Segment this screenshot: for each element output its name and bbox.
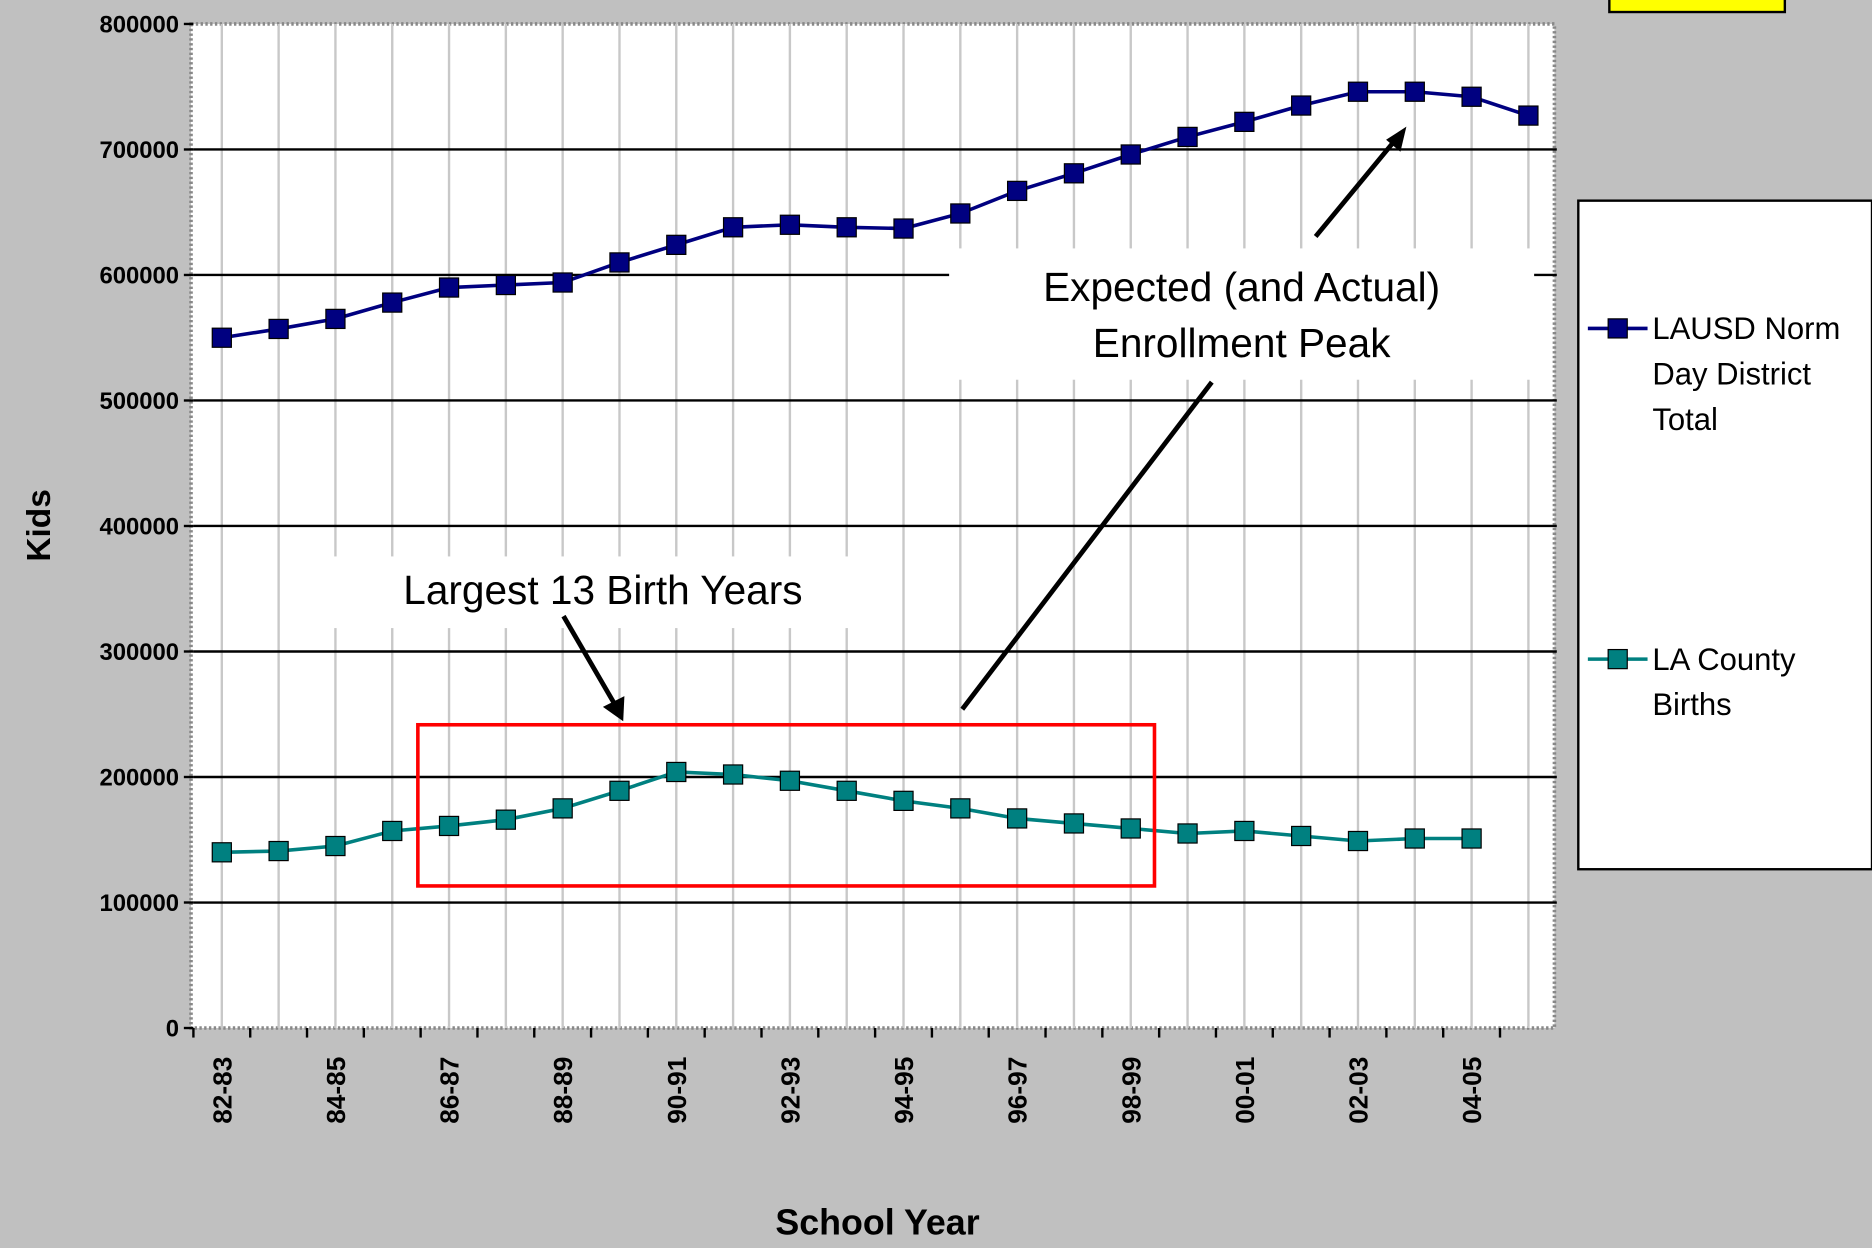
- marker: [552, 272, 573, 293]
- y-axis-title: Kids: [21, 489, 58, 561]
- marker: [495, 809, 517, 830]
- marker: [1063, 813, 1085, 834]
- y-tick-label: 800000: [99, 11, 179, 38]
- marker: [1404, 828, 1425, 849]
- marker: [1006, 808, 1028, 829]
- x-tick-label: 84-85: [321, 1057, 351, 1124]
- marker: [722, 764, 744, 785]
- marker: [382, 292, 403, 313]
- y-tick-label: 600000: [99, 262, 179, 289]
- marker: [382, 820, 403, 842]
- marker: [211, 842, 232, 863]
- marker: [1234, 111, 1255, 133]
- marker: [1120, 144, 1141, 165]
- arrows: [561, 139, 1397, 711]
- annotation-box: [949, 248, 1535, 380]
- marker: [1063, 163, 1085, 184]
- corner-box: [1608, 0, 1787, 14]
- marker: [211, 327, 232, 348]
- marker: [950, 203, 971, 224]
- marker: [1177, 823, 1198, 844]
- legend-marker: [1607, 648, 1628, 670]
- marker: [1120, 818, 1141, 839]
- marker: [1291, 95, 1312, 116]
- x-tick-label: 96-97: [1003, 1057, 1033, 1124]
- legend-label: LA County Births: [1652, 641, 1796, 723]
- marker: [325, 308, 346, 330]
- arrow-head: [602, 696, 625, 722]
- marker: [495, 274, 517, 296]
- x-tick-label: 92-93: [775, 1057, 805, 1124]
- y-tick-label: 0: [166, 1015, 179, 1042]
- x-tick-label: 86-87: [435, 1057, 465, 1124]
- legend-marker: [1607, 318, 1628, 339]
- x-tick-label: 88-89: [548, 1057, 578, 1124]
- x-tick-label: 90-91: [662, 1057, 692, 1124]
- marker: [779, 770, 801, 791]
- marker: [1347, 81, 1369, 102]
- arrow-head: [1386, 126, 1407, 152]
- marker: [893, 790, 914, 811]
- marker: [836, 780, 857, 801]
- marker: [438, 277, 460, 298]
- marker: [836, 217, 857, 238]
- marker: [325, 835, 346, 857]
- marker: [1518, 105, 1539, 126]
- marker: [1234, 820, 1255, 842]
- marker: [268, 840, 289, 862]
- x-tick-label: 98-99: [1116, 1057, 1146, 1124]
- legend-label-box: LA County Births: [1652, 641, 1796, 723]
- annotation-box: [328, 556, 884, 629]
- annotation: Expected (and Actual): [1043, 264, 1440, 310]
- y-tick-label: 200000: [99, 764, 179, 791]
- x-tick-label: 02-03: [1344, 1057, 1374, 1124]
- marker: [1177, 126, 1198, 148]
- marker: [950, 798, 971, 819]
- marker: [609, 780, 630, 801]
- x-tick-label: 00-01: [1230, 1057, 1260, 1124]
- marker: [609, 252, 630, 273]
- marker: [666, 761, 687, 783]
- x-tick-label: 94-95: [889, 1057, 919, 1124]
- x-tick-label: 04-05: [1457, 1057, 1487, 1124]
- legend: [1577, 199, 1872, 871]
- marker: [1291, 825, 1312, 847]
- marker: [1404, 81, 1425, 102]
- y-tick-label: 700000: [99, 137, 179, 164]
- marker: [893, 218, 914, 239]
- legend-label: LAUSD Norm Day District Total: [1652, 310, 1841, 438]
- marker: [779, 214, 801, 235]
- y-tick-label: 400000: [99, 513, 179, 540]
- marker: [1461, 828, 1482, 849]
- marker: [552, 798, 573, 819]
- y-tick-label: 500000: [99, 388, 179, 415]
- x-axis-title: School Year: [775, 1203, 979, 1243]
- annotation: Enrollment Peak: [1093, 320, 1391, 366]
- marker: [1006, 180, 1028, 202]
- annotation: Largest 13 Birth Years: [403, 567, 802, 613]
- y-tick-label: 300000: [99, 639, 179, 666]
- marker: [1347, 830, 1369, 852]
- x-tick-label: 82-83: [207, 1057, 237, 1124]
- marker: [722, 217, 744, 238]
- marker: [268, 318, 289, 340]
- highlight-box: [416, 722, 1157, 888]
- marker: [1461, 86, 1482, 107]
- y-tick-label: 100000: [99, 890, 179, 917]
- marker: [438, 815, 460, 837]
- marker: [666, 234, 687, 256]
- legend-label-box: LAUSD Norm Day District Total: [1652, 310, 1841, 438]
